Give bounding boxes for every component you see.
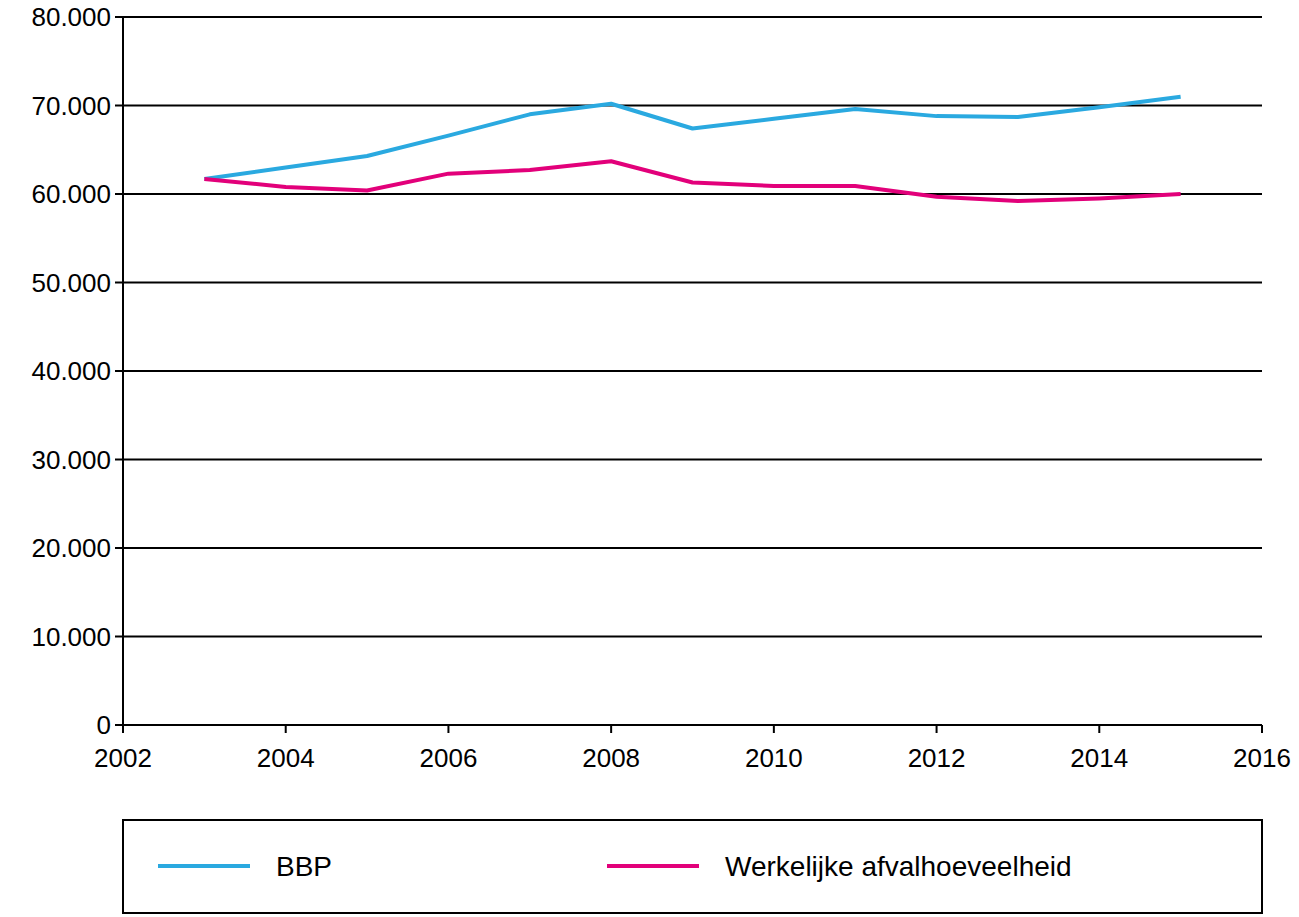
y-tick-label: 50.000 — [31, 268, 111, 298]
x-tick — [447, 725, 449, 733]
y-axis — [122, 17, 124, 725]
grid-line — [123, 105, 1262, 107]
grid-line — [123, 636, 1262, 638]
x-tick-label: 2004 — [257, 743, 315, 773]
y-tick — [115, 370, 123, 372]
series-line — [204, 161, 1180, 201]
y-tick-label: 80.000 — [31, 2, 111, 32]
grid-line — [123, 547, 1262, 549]
grid-line — [123, 459, 1262, 461]
y-tick-label: 60.000 — [31, 179, 111, 209]
x-tick-label: 2008 — [582, 743, 640, 773]
x-tick-label: 2016 — [1233, 743, 1291, 773]
series-line — [204, 97, 1180, 179]
x-tick-label: 2002 — [94, 743, 152, 773]
y-tick — [115, 282, 123, 284]
y-tick-label: 70.000 — [31, 91, 111, 121]
x-tick — [1098, 725, 1100, 733]
legend-box — [123, 820, 1262, 913]
legend-swatch — [158, 864, 250, 868]
y-tick — [115, 724, 123, 726]
y-tick — [115, 193, 123, 195]
y-tick — [115, 547, 123, 549]
x-tick-label: 2014 — [1070, 743, 1128, 773]
x-axis — [123, 724, 1262, 726]
grid-line — [123, 282, 1262, 284]
chart: 0 10.000 20.000 30.000 40.000 50.000 60.000 70.… — [0, 0, 1299, 917]
y-tick — [115, 16, 123, 18]
legend-swatch — [607, 864, 699, 868]
grid-line — [123, 724, 1262, 726]
series-group — [204, 97, 1180, 201]
legend: BBP Werkelijke afvalhoeveelheid — [123, 820, 1262, 913]
grid-line — [123, 370, 1262, 372]
x-tick — [122, 725, 124, 733]
legend-label: Werkelijke afvalhoeveelheid — [725, 851, 1072, 882]
x-tick-label: 2006 — [420, 743, 478, 773]
x-tick — [936, 725, 938, 733]
x-tick — [1261, 725, 1263, 733]
x-tick-label: 2012 — [908, 743, 966, 773]
y-tick-label: 40.000 — [31, 356, 111, 386]
y-tick-label: 30.000 — [31, 445, 111, 475]
y-tick — [115, 459, 123, 461]
y-tick-label: 10.000 — [31, 622, 111, 652]
y-tick-label: 20.000 — [31, 533, 111, 563]
x-tick — [610, 725, 612, 733]
legend-label: BBP — [276, 851, 332, 882]
y-tick — [115, 636, 123, 638]
x-tick — [773, 725, 775, 733]
x-tick-label: 2010 — [745, 743, 803, 773]
y-tick — [115, 105, 123, 107]
grid-line — [123, 193, 1262, 195]
grid-line — [123, 16, 1262, 18]
x-tick — [285, 725, 287, 733]
y-tick-label: 0 — [97, 710, 111, 740]
